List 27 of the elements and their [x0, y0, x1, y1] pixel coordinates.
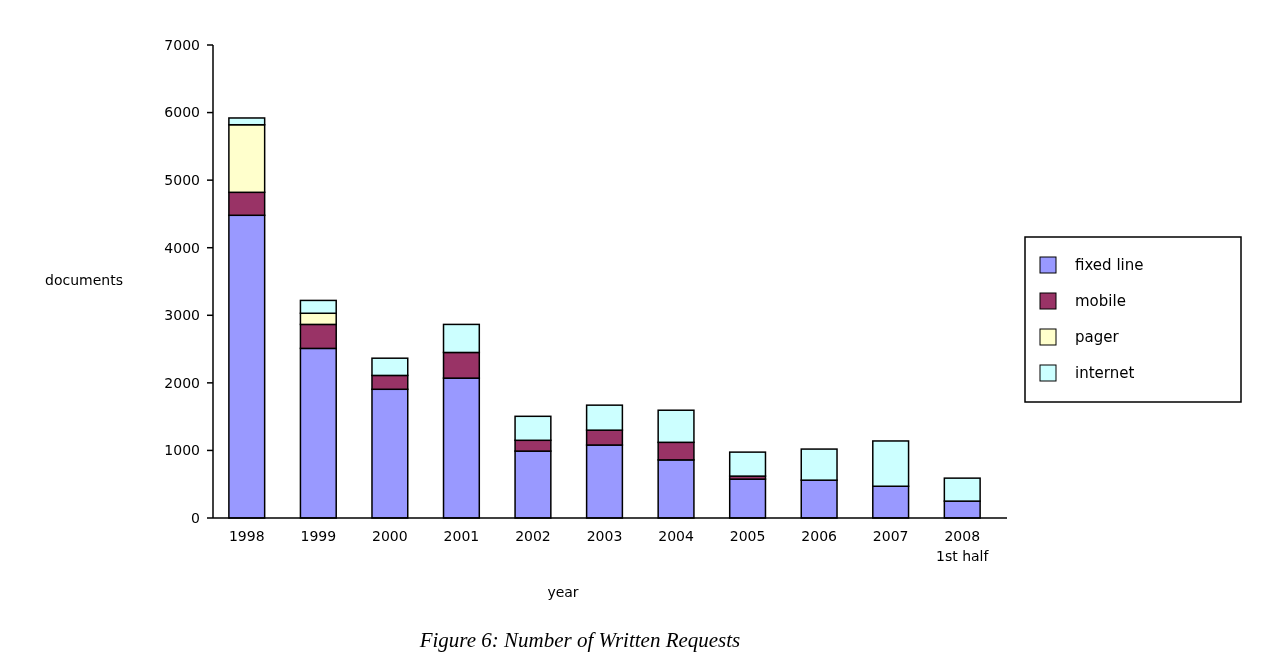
- legend-label: internet: [1075, 364, 1135, 383]
- x-tick-label: 2007: [872, 528, 909, 544]
- y-axis-title: documents: [45, 272, 123, 288]
- legend-label: fixed line: [1075, 256, 1144, 275]
- bar: [728, 451, 767, 477]
- y-tick-label: 1000: [164, 442, 200, 459]
- x-tick-label: 2005: [729, 528, 766, 544]
- y-tick-label: 2000: [164, 374, 200, 391]
- x-axis-title: year: [547, 584, 579, 600]
- x-tick-label: 2006: [801, 528, 838, 544]
- x-tick-label: 2001: [443, 528, 480, 544]
- x-tick-label: 2008 1st half: [936, 528, 990, 564]
- x-tick-label: 2002: [515, 528, 551, 544]
- x-tick-label: 2003: [586, 528, 623, 544]
- x-tick-label: 1999: [300, 528, 337, 544]
- legend-label: pager: [1075, 328, 1120, 347]
- y-tick-label: 6000: [164, 104, 200, 121]
- y-tick-label: 4000: [164, 239, 200, 256]
- x-tick-label: 2004: [658, 528, 694, 544]
- x-tick-label: 2000: [372, 528, 408, 544]
- x-tick-label: 1998: [228, 528, 265, 544]
- text: Figure 6: Number of Written Requests: [418, 628, 741, 652]
- y-tick-label: 5000: [164, 172, 200, 189]
- y-tick-label: 3000: [164, 307, 200, 324]
- legend-label: mobile: [1075, 292, 1126, 311]
- y-tick-label: 7000: [164, 36, 200, 53]
- y-tick-label: 0: [191, 509, 200, 526]
